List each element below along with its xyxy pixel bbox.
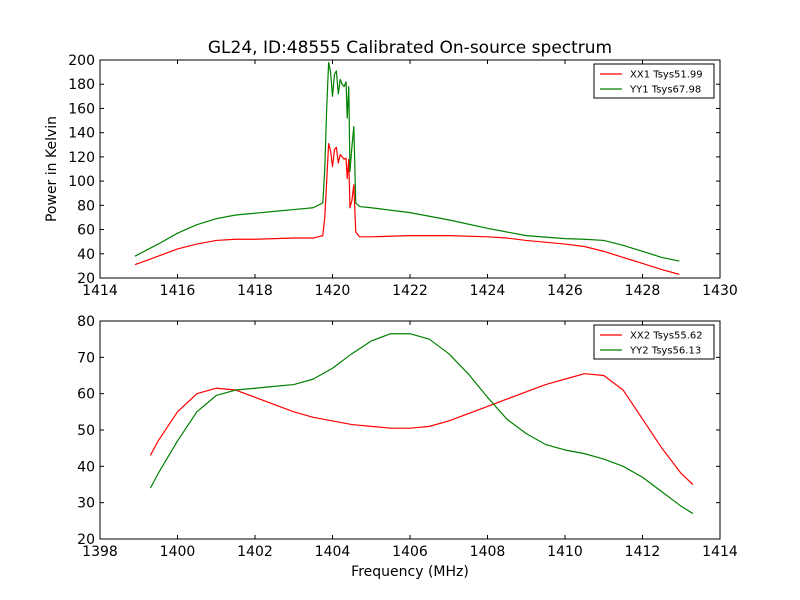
y-tick-label-0-8: 180 bbox=[68, 77, 95, 93]
x-tick-label-0-4: 1422 bbox=[392, 283, 428, 299]
y-tick-label-0-4: 100 bbox=[68, 174, 95, 190]
legend-box-1 bbox=[593, 324, 715, 360]
series-line-0-1 bbox=[134, 61, 680, 262]
x-tick-label-1-6: 1410 bbox=[547, 544, 583, 560]
x-tick-label-1-5: 1408 bbox=[470, 544, 506, 560]
x-tick-label-1-4: 1406 bbox=[392, 544, 428, 560]
x-tick-label-0-2: 1418 bbox=[237, 283, 273, 299]
y-tick-label-1-5: 70 bbox=[77, 350, 95, 366]
legend-box-0 bbox=[593, 63, 715, 99]
y-tick-label-1-3: 50 bbox=[77, 423, 95, 439]
y-tick-label-0-1: 40 bbox=[77, 247, 95, 263]
x-tick-label-0-7: 1428 bbox=[625, 283, 661, 299]
bottom-panel: 1398 1400 1402 1404 1406 1408 1410 1412 1414 20 30… bbox=[77, 314, 738, 560]
x-tick-label-1-0: 1398 bbox=[82, 544, 118, 560]
x-tick-label-1-1: 1400 bbox=[160, 544, 196, 560]
y-tick-label-0-7: 160 bbox=[68, 101, 95, 117]
x-tick-label-1-7: 1412 bbox=[625, 544, 661, 560]
y-tick-label-0-0: 20 bbox=[77, 271, 95, 287]
y-tick-label-1-6: 80 bbox=[77, 314, 95, 330]
x-axis-title: Frequency (MHz) bbox=[351, 564, 469, 580]
y-tick-label-1-4: 60 bbox=[77, 387, 95, 403]
y-tick-label-1-2: 40 bbox=[77, 459, 95, 475]
y-tick-label-1-1: 30 bbox=[77, 496, 95, 512]
series-line-1-1 bbox=[149, 333, 694, 515]
series-line-0-0 bbox=[134, 142, 680, 275]
chart-title: GL24, ID:48555 Calibrated On-source spec… bbox=[208, 38, 612, 58]
x-tick-label-0-3: 1420 bbox=[315, 283, 351, 299]
y-tick-label-0-3: 80 bbox=[77, 198, 95, 214]
y-tick-label-1-0: 20 bbox=[77, 532, 95, 548]
x-tick-label-0-1: 1416 bbox=[160, 283, 196, 299]
y-tick-label-0-9: 200 bbox=[68, 53, 95, 69]
x-tick-label-0-5: 1424 bbox=[470, 283, 506, 299]
y-tick-label-0-5: 120 bbox=[68, 150, 95, 166]
series-line-1-0 bbox=[149, 373, 694, 485]
y-axis-title: Power in Kelvin bbox=[44, 116, 60, 222]
legend-label-0-1: YY1 Tsys67.98 bbox=[629, 85, 701, 96]
legend-label-1-0: XX2 Tsys55.62 bbox=[630, 331, 703, 342]
x-tick-label-0-8: 1430 bbox=[702, 283, 738, 299]
x-tick-label-0-0: 1414 bbox=[82, 283, 118, 299]
y-tick-label-0-6: 140 bbox=[68, 126, 95, 142]
legend-label-1-1: YY2 Tsys56.13 bbox=[629, 346, 701, 357]
x-tick-label-1-3: 1404 bbox=[315, 544, 351, 560]
legend-label-0-0: XX1 Tsys51.99 bbox=[630, 70, 703, 81]
x-tick-label-1-2: 1402 bbox=[237, 544, 273, 560]
top-panel: 1414 1416 1418 1420 1422 1424 1426 1428 1430 20 40… bbox=[68, 53, 738, 299]
y-tick-label-0-2: 60 bbox=[77, 223, 95, 239]
x-tick-label-1-8: 1414 bbox=[702, 544, 738, 560]
x-tick-label-0-6: 1426 bbox=[547, 283, 583, 299]
